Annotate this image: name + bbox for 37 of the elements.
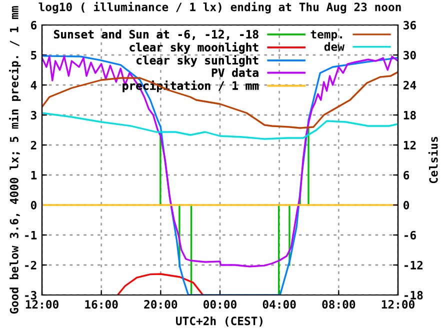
- y2-tick-label: 0: [404, 200, 410, 210]
- y-tick-label: -1: [25, 231, 37, 240]
- y-tick-label: 3: [30, 110, 36, 120]
- y-tick-label: 1: [31, 171, 37, 180]
- x-axis-title: UTC+2h (CEST): [176, 316, 262, 327]
- x-tick-label: 20:00: [144, 300, 178, 309]
- y2-tick-label: 12: [404, 140, 416, 150]
- y2-tick-label: -6: [404, 230, 416, 240]
- legend-label: clear sky moonlight: [130, 42, 258, 54]
- x-tick-label: 08:00: [322, 300, 356, 309]
- chart-title: log10 ( illuminance / 1 lx) ending at Thu Aug 23 noon: [38, 2, 401, 14]
- y-tick-label: 0: [30, 200, 36, 210]
- y-tick-label: -3: [25, 290, 36, 300]
- y2-tick-label: -18: [404, 290, 423, 300]
- y-axis-title: Good below 3.6, 4000 lx; 5 min precip. / 1 mm: [9, 6, 21, 314]
- y2-tick-label: 30: [404, 50, 416, 60]
- y-tick-label: 4: [30, 81, 37, 90]
- y2-tick-label: 18: [404, 110, 416, 120]
- x-tick-label: 16:00: [85, 300, 118, 309]
- y2-tick-label: 36: [404, 20, 416, 30]
- legend-label: dew: [324, 42, 344, 51]
- y2-tick-label: -12: [404, 260, 422, 270]
- legend-label: PV data: [212, 68, 258, 77]
- x-tick-label: 12:00: [26, 300, 58, 309]
- y2-axis-title: Celsius: [428, 136, 438, 184]
- legend-label: temp.: [310, 30, 342, 41]
- x-tick-label: 04:00: [262, 300, 296, 309]
- y-tick-label: -2: [25, 260, 36, 270]
- legend-label: Sunset and Sun at -6, -12, -18: [54, 30, 258, 40]
- legend-label: clear sky sunlight: [136, 55, 258, 67]
- y2-tick-label: 24: [404, 80, 416, 90]
- y-tick-label: 5: [31, 51, 36, 60]
- x-tick-label: 00:00: [204, 300, 236, 309]
- x-tick-label: 12:00: [382, 300, 414, 309]
- y-tick-label: 2: [30, 140, 36, 150]
- y2-tick-label: 6: [404, 170, 410, 180]
- y-tick-label: 6: [31, 20, 37, 30]
